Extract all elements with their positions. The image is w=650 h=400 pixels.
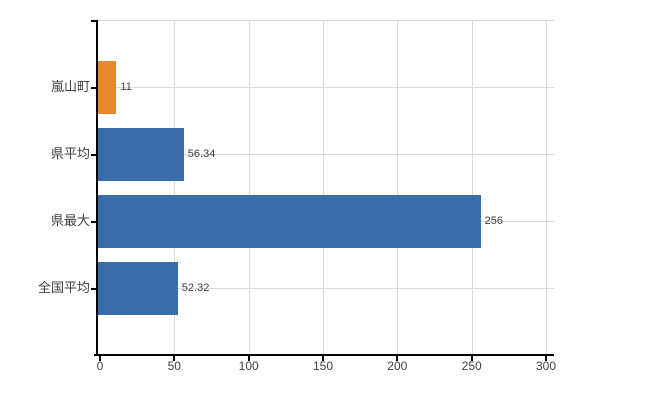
bar-0: [98, 60, 117, 114]
x-axis-tick: [322, 356, 324, 361]
gridline-horizontal: [98, 154, 554, 155]
y-axis-tick: [91, 154, 96, 156]
x-axis-tick: [173, 356, 176, 361]
x-axis-tick-label: 250: [461, 359, 482, 373]
gridline-vertical: [471, 20, 473, 354]
x-axis-tick-label: 150: [312, 359, 334, 373]
y-axis-tick: [91, 221, 96, 223]
x-axis-tick: [545, 356, 547, 361]
bar-value-label: 11: [120, 81, 132, 93]
bar-value-label: 52.32: [181, 282, 210, 294]
x-axis-tick: [470, 356, 473, 361]
x-axis-tick-label: 200: [387, 359, 408, 373]
gridline-horizontal: [98, 288, 554, 289]
y-axis-tick: [91, 288, 96, 290]
y-axis-tick: [91, 87, 96, 89]
gridline-horizontal: [98, 87, 554, 88]
gridline-vertical: [323, 20, 324, 354]
bar-2: [98, 194, 481, 248]
y-axis-line: [96, 20, 98, 356]
bar-value-label: 56.34: [187, 148, 216, 160]
category-label: 嵐山町: [50, 79, 90, 94]
y-axis-tick: [91, 20, 96, 22]
bar-value-label: 256: [484, 215, 503, 227]
gridline-vertical: [174, 20, 176, 354]
gridline-vertical: [248, 20, 250, 354]
x-axis-tick: [99, 356, 101, 361]
x-axis-line: [94, 354, 554, 356]
x-axis-tick-label: 100: [238, 359, 259, 373]
category-label: 県平均: [50, 146, 90, 161]
x-axis-tick-label: 50: [167, 359, 181, 373]
gridline-vertical: [397, 20, 399, 354]
category-label: 県最大: [50, 213, 90, 228]
x-axis-tick-label: 300: [535, 359, 557, 373]
x-axis-tick: [247, 356, 250, 361]
bar-3: [98, 261, 178, 315]
x-axis-tick: [396, 356, 399, 361]
plot-top-border: [97, 20, 554, 21]
bar-1: [98, 127, 184, 181]
x-axis-tick-label: 0: [96, 359, 104, 373]
category-label: 全国平均: [37, 280, 90, 295]
gridline-vertical: [546, 20, 547, 354]
